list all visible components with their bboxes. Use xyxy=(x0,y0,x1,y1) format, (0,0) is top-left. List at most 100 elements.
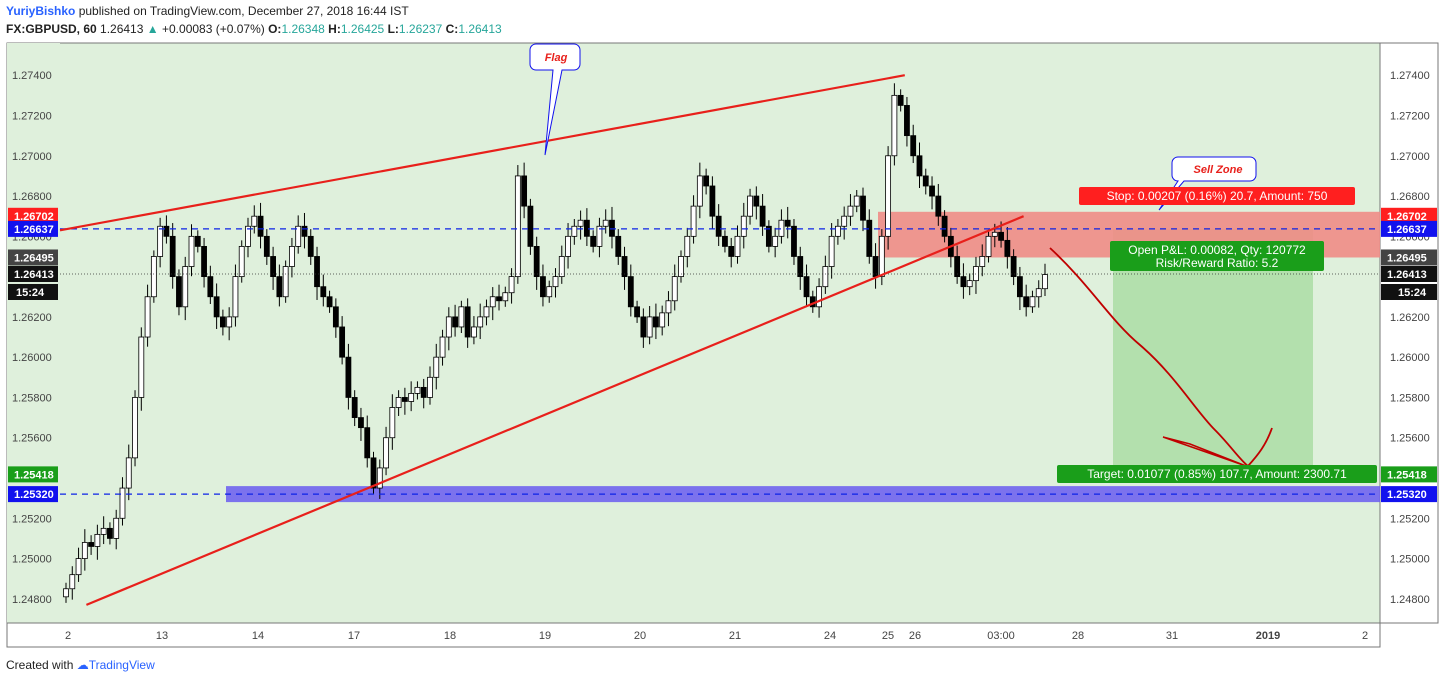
candle xyxy=(521,162,528,219)
candle xyxy=(954,245,961,284)
published-text: published on TradingView.com, December 2… xyxy=(78,4,409,18)
candle xyxy=(194,230,201,253)
candle xyxy=(835,219,841,245)
candle-body xyxy=(289,246,295,267)
candle-body xyxy=(891,94,898,157)
candle xyxy=(376,459,383,499)
candle xyxy=(238,240,245,283)
y-tick-label-right: 1.26800 xyxy=(1390,191,1430,203)
candle-body xyxy=(100,527,107,535)
candle xyxy=(169,223,176,289)
candle-body xyxy=(602,219,609,227)
candle xyxy=(226,307,233,341)
y-tick-label-right: 1.25000 xyxy=(1390,554,1430,566)
candle-body xyxy=(822,266,829,288)
candle-body xyxy=(401,397,408,402)
candle xyxy=(533,236,540,290)
candle xyxy=(627,264,634,317)
low-value: 1.26237 xyxy=(398,22,443,36)
countdown-chip-right xyxy=(1381,283,1437,300)
current-price-chip-right xyxy=(1381,265,1437,282)
candle xyxy=(646,306,653,345)
candle-body xyxy=(132,397,138,459)
candle xyxy=(289,237,295,278)
candle-body xyxy=(696,175,703,207)
author-name[interactable]: YuriyBishko xyxy=(6,4,76,18)
candle-body xyxy=(314,256,320,288)
x-tick-label: 31 xyxy=(1166,630,1178,642)
candle-body xyxy=(282,266,289,298)
candle xyxy=(301,212,308,249)
symbol-info: FX:GBPUSD, 60 1.26413 ▲ +0.00083 (+0.07%… xyxy=(6,22,502,36)
candle-body xyxy=(540,276,546,298)
candle-body xyxy=(383,437,389,469)
candle xyxy=(452,304,458,337)
candle xyxy=(822,255,829,294)
stop-price-chip-left xyxy=(8,207,58,224)
candle xyxy=(803,264,810,307)
candle-body xyxy=(690,205,697,237)
candle-body xyxy=(351,397,358,418)
candle-body xyxy=(514,175,521,278)
candle-body xyxy=(471,326,477,338)
candle-body xyxy=(420,386,427,398)
candle xyxy=(609,206,615,249)
candle xyxy=(740,202,747,249)
y-tick-label-left: 1.25000 xyxy=(12,554,52,566)
tradingview-brand[interactable]: TradingView xyxy=(88,658,155,672)
x-tick-label: 2 xyxy=(65,630,71,642)
candle-body xyxy=(69,574,76,590)
candle xyxy=(502,286,509,307)
candle-body xyxy=(326,296,333,308)
candle xyxy=(263,229,270,265)
candle-body xyxy=(238,246,245,278)
x-tick-label: 19 xyxy=(539,630,551,642)
candle xyxy=(1035,280,1042,308)
candle-body xyxy=(797,256,804,278)
candle xyxy=(841,206,848,240)
support-price-label-right: 1.25320 xyxy=(1387,489,1427,501)
candle-body xyxy=(590,235,597,247)
candle-body xyxy=(376,467,383,489)
candle xyxy=(577,210,584,240)
candle xyxy=(565,223,571,269)
current-price-label-left: 1.26413 xyxy=(14,269,54,281)
candle-body xyxy=(646,316,653,338)
price-chart[interactable]: 1.24800 1.24800 1.25000 1.25000 1.25200 1.252… xyxy=(0,0,1444,650)
candle-body xyxy=(653,316,659,328)
candle-body xyxy=(577,219,584,227)
x-tick-label: 17 xyxy=(348,630,360,642)
y-tick-label-left: 1.27400 xyxy=(12,70,52,82)
candle-body xyxy=(125,457,132,489)
candle-body xyxy=(508,276,515,294)
candle-body xyxy=(828,235,835,267)
candle xyxy=(232,264,239,327)
candle-body xyxy=(885,155,892,237)
candle xyxy=(251,205,258,234)
candle-body xyxy=(1035,288,1042,298)
candle xyxy=(1029,290,1036,313)
candle xyxy=(715,204,722,246)
candle xyxy=(596,217,603,258)
publish-info: YuriyBishko published on TradingView.com… xyxy=(6,4,409,18)
x-tick-label: 25 xyxy=(882,630,894,642)
candle xyxy=(163,215,170,244)
candle xyxy=(816,278,822,318)
candle-body xyxy=(772,235,779,247)
x-tick-label: 24 xyxy=(824,630,836,642)
candle xyxy=(401,387,408,415)
candle xyxy=(866,209,873,264)
right-axis-panel xyxy=(1379,42,1439,624)
candle-body xyxy=(734,235,741,257)
candle-body xyxy=(477,316,484,328)
candle-body xyxy=(615,235,622,257)
current-price-label-right: 1.26413 xyxy=(1387,269,1427,281)
candle xyxy=(979,244,986,277)
x-tick-label: 03:00 xyxy=(987,630,1015,642)
candle xyxy=(314,246,320,300)
candle-body xyxy=(998,231,1004,241)
candle-body xyxy=(634,306,640,318)
entry-price-label-right: 1.26637 xyxy=(1387,224,1427,236)
candle-body xyxy=(502,292,509,302)
candle xyxy=(671,264,678,311)
